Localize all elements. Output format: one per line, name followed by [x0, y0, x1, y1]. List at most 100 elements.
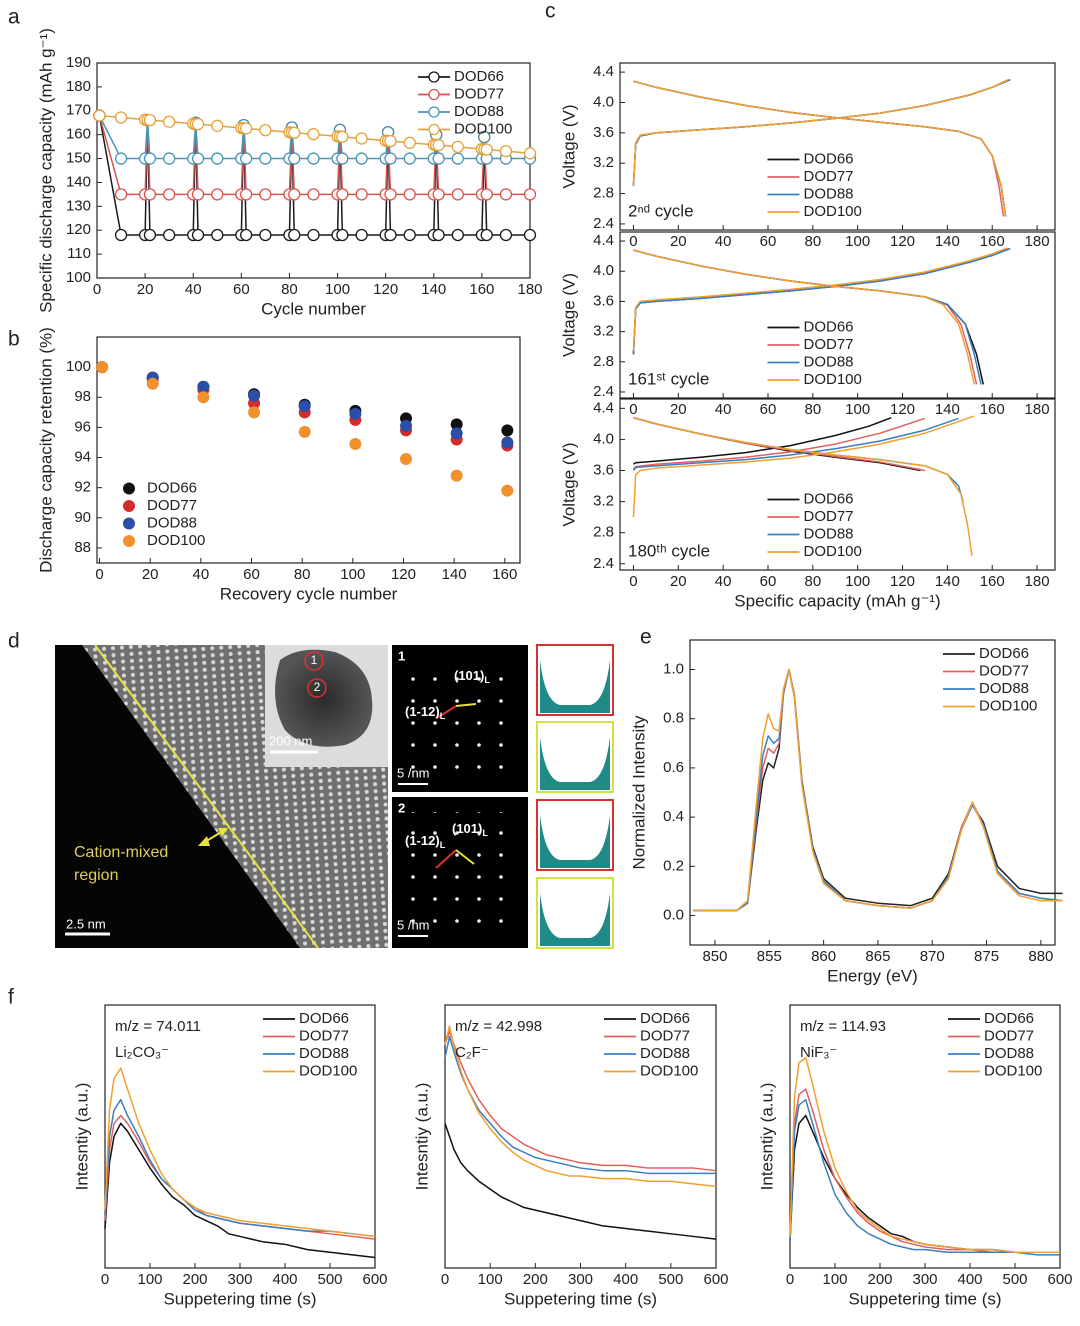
point: [450, 469, 463, 482]
y-tick-label: 4.0: [593, 93, 614, 110]
saed-1: 1 (1-12)L (101)L 5 /nm: [392, 645, 528, 792]
boundary-line: [94, 644, 319, 949]
point: [336, 152, 349, 165]
x-tick-label: 600: [362, 1271, 387, 1288]
legend-label: DOD100: [804, 371, 862, 388]
annotation: m/z = 114.93: [800, 1018, 886, 1035]
index-text: (1-12): [405, 833, 440, 848]
legend-label: DOD77: [640, 1027, 690, 1044]
legend-marker: [428, 106, 440, 118]
x-tick-label: 20: [137, 281, 154, 298]
x-tick-label: 0: [786, 1271, 794, 1288]
annotation: 161ˢᵗ cycle: [628, 369, 709, 388]
y-tick-label: 4.0: [593, 262, 614, 279]
x-tick-label: 0: [629, 401, 637, 418]
profile: [540, 893, 610, 946]
x-tick-label: 200: [867, 1271, 892, 1288]
x-tick-label: 180: [517, 281, 542, 298]
point: [336, 188, 349, 201]
index-label: (101)L: [452, 821, 488, 838]
y-tick-label: 1.0: [663, 660, 684, 677]
x-tick-label: 20: [670, 401, 687, 418]
y-tick-label: 3.6: [593, 292, 614, 309]
legend-label: DOD88: [454, 103, 504, 120]
profile: [540, 660, 610, 713]
profile: [540, 815, 610, 868]
point: [450, 418, 463, 431]
point: [432, 188, 445, 201]
y-tick-label: 2.4: [593, 555, 614, 572]
chart-panel: 0 20 40 60 80 100 120 140 160 180 2.4 2.8 3.2 3.6 4.0 4…: [559, 231, 1056, 418]
chart-panel: 0 20 40 60 80 100 120 140 160 180 2.4 2.8 3.2 3.6 4.0 4…: [559, 398, 1056, 610]
legend-marker: [428, 88, 440, 101]
spot-number: 2: [314, 680, 321, 694]
point: [451, 188, 464, 201]
point: [191, 228, 205, 242]
x-tick-label: 400: [613, 1271, 638, 1288]
legend-marker: [123, 482, 135, 495]
legend-label: DOD100: [147, 532, 205, 549]
legend-label: DOD100: [454, 120, 512, 137]
point: [248, 389, 261, 402]
x-tick-label: 400: [957, 1271, 982, 1288]
panel-label: a: [8, 6, 20, 29]
legend-label: DOD66: [454, 68, 504, 85]
point: [114, 188, 128, 201]
legend-label: DOD77: [804, 168, 854, 185]
annotation: Li₂CO₃⁻: [115, 1044, 169, 1061]
x-tick-label: 180: [1025, 573, 1050, 590]
y-tick-label: 4.4: [593, 232, 614, 249]
x-tick-label: 180: [1025, 401, 1050, 418]
saed-number: 2: [398, 800, 405, 815]
x-tick-label: 60: [243, 566, 260, 583]
x-tick-label: 80: [804, 233, 821, 250]
y-tick-label: 3.2: [593, 493, 614, 510]
x-tick-label: 0: [101, 1271, 109, 1288]
annotation: 2ⁿᵈ cycle: [628, 201, 694, 220]
index-label: (1-12)L: [405, 833, 446, 850]
point: [307, 188, 320, 201]
y-tick-label: 3.2: [593, 323, 614, 340]
legend-label: DOD66: [299, 1010, 349, 1027]
legend-marker: [123, 500, 135, 512]
point: [191, 152, 205, 165]
y-tick-label: 90: [74, 509, 91, 526]
point: [163, 188, 176, 201]
x-tick-label: 20: [670, 573, 687, 590]
index-sub: L: [482, 828, 488, 838]
index-text: (101): [454, 668, 484, 683]
x-tick-label: 865: [865, 948, 890, 965]
legend-label: DOD66: [979, 645, 1029, 662]
scale-label: 5 /nm: [397, 765, 430, 780]
series-line: [789, 1056, 1060, 1253]
x-tick-label: 60: [233, 281, 250, 298]
point: [307, 128, 320, 141]
y-tick-label: 120: [66, 221, 91, 238]
x-tick-label: 300: [227, 1271, 252, 1288]
point: [163, 152, 176, 165]
point: [450, 427, 463, 440]
x-tick-label: 40: [715, 233, 732, 250]
y-tick-label: 0.6: [663, 759, 684, 776]
x-tick-label: 140: [935, 573, 960, 590]
annotation: 180ᵗʰ cycle: [628, 541, 710, 560]
point: [114, 111, 128, 124]
legend-label: DOD100: [804, 543, 862, 560]
point: [400, 419, 413, 432]
x-tick-label: 120: [391, 566, 416, 583]
y-axis-label: Normalized Intensity: [629, 715, 648, 870]
point: [143, 152, 157, 165]
x-tick-label: 140: [935, 233, 960, 250]
point: [501, 484, 514, 497]
point: [432, 139, 445, 152]
point: [211, 152, 224, 165]
point: [93, 109, 106, 122]
legend-label: DOD66: [804, 150, 854, 167]
point: [259, 123, 272, 137]
x-tick-label: 60: [760, 573, 777, 590]
x-tick-label: 100: [845, 401, 870, 418]
y-axis-label: Intesntiy (a.u.): [757, 1083, 776, 1191]
x-tick-label: 120: [890, 573, 915, 590]
x-tick-label: 880: [1028, 948, 1053, 965]
point: [499, 228, 513, 242]
